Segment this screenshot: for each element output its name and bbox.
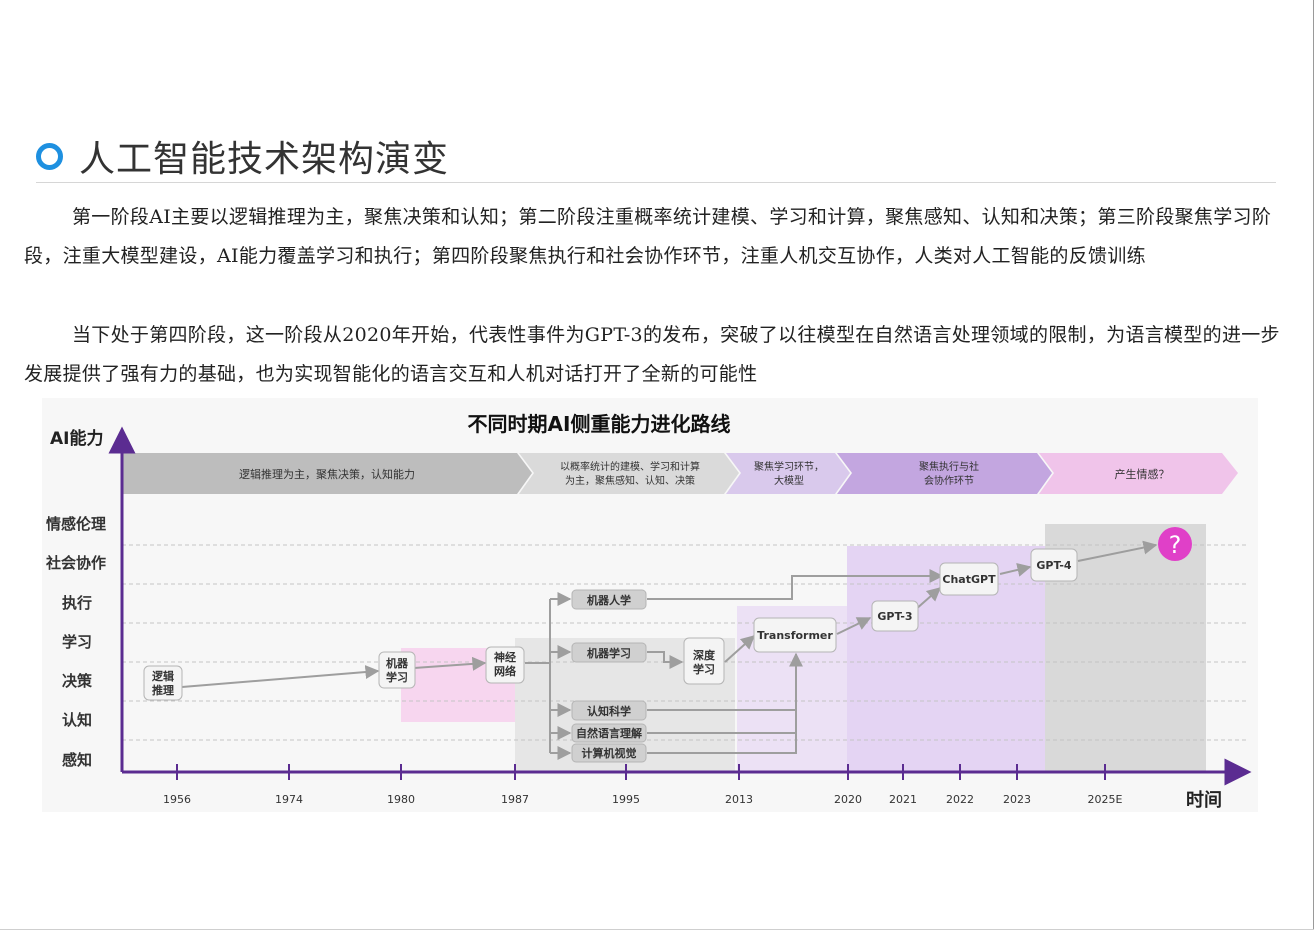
circle-bullet-icon [36, 142, 63, 170]
x-tick-marks [176, 764, 1106, 780]
x-tick-1974: 1974 [275, 793, 303, 806]
y-level-decision: 决策 [62, 672, 93, 690]
y-level-labels: 情感伦理 社会协作 执行 学习 决策 认知 感知 [45, 515, 106, 769]
evolution-arrows [181, 540, 1158, 760]
node-chatgpt: ChatGPT [942, 573, 996, 586]
node-nlp-box [571, 723, 647, 743]
stage-text-4a: 聚焦执行与社 [919, 460, 979, 473]
stage-chevron-1 [122, 453, 532, 494]
x-tick-2023: 2023 [1003, 793, 1031, 806]
node-logic-box [143, 665, 183, 701]
evolution-diagram: 不同时期AI侧重能力进化路线 逻辑推理为主，聚焦决策，认知能力 以概率统计的建模… [42, 398, 1258, 812]
node-ml-line1: 机器 [386, 656, 409, 670]
node-transformer: Transformer [757, 629, 833, 642]
x-tick-2022: 2022 [946, 793, 974, 806]
node-cv-box [571, 743, 647, 763]
node-chatgpt-box [939, 562, 999, 596]
node-nn-line1: 神经 [494, 650, 516, 664]
y-level-emotion-ethics: 情感伦理 [46, 515, 106, 533]
stage-chevron-3 [726, 453, 850, 494]
stage-text-1: 逻辑推理为主，聚焦决策，认知能力 [239, 467, 415, 481]
node-dl-line1: 深度 [693, 648, 716, 662]
paragraph-stages: 第一阶段AI主要以逻辑推理为主，聚焦决策和认知；第二阶段注重概率统计建模、学习和… [24, 206, 1272, 267]
node-gpt4: GPT-4 [1036, 559, 1072, 572]
node-transformer-box [753, 617, 837, 653]
x-tick-2025e: 2025E [1088, 793, 1123, 806]
y-level-cognition: 认知 [62, 711, 92, 729]
stage-text-3b: 大模型 [774, 474, 804, 487]
x-axis-label: 时间 [1186, 790, 1222, 811]
x-tick-labels: 1956 1974 1980 1987 1995 2013 2020 2021 … [163, 793, 1123, 806]
x-tick-1980: 1980 [387, 793, 415, 806]
node-ml2-box [571, 642, 647, 663]
node-logic-line1: 逻辑 [152, 669, 174, 683]
x-tick-1987: 1987 [501, 793, 529, 806]
y-level-learn: 学习 [62, 633, 92, 651]
stage-text-2a: 以概率统计的建模、学习和计算 [560, 460, 700, 473]
stage-chevron-2 [519, 453, 739, 494]
x-tick-2020: 2020 [834, 793, 862, 806]
node-dl-box [683, 637, 725, 685]
node-ml-line2: 学习 [386, 670, 408, 684]
y-level-social-collab: 社会协作 [45, 554, 106, 572]
heading-divider [36, 182, 1276, 183]
stage-text-5: 产生情感？ [1115, 467, 1170, 481]
node-nn-box [485, 646, 525, 684]
y-level-perception: 感知 [62, 751, 92, 769]
node-gpt3: GPT-3 [877, 610, 912, 623]
future-question-mark: ? [1169, 531, 1182, 559]
stage-chevron-5 [1039, 453, 1238, 494]
node-robotics-box [571, 589, 647, 610]
y-axis-label: AI能力 [50, 428, 103, 449]
node-cog-box [571, 700, 647, 721]
x-tick-1995: 1995 [612, 793, 640, 806]
node-cog: 认知科学 [587, 704, 631, 718]
node-ml-box [378, 651, 416, 689]
node-dl-line2: 学习 [693, 662, 715, 676]
diagram-title: 不同时期AI侧重能力进化路线 [468, 412, 731, 436]
node-nlp: 自然语言理解 [576, 726, 642, 740]
paragraph-current-stage: 当下处于第四阶段，这一阶段从2020年开始，代表性事件为GPT-3的发布，突破了… [24, 324, 1280, 385]
stage-chevron-4 [837, 453, 1052, 494]
section-title: 人工智能技术架构演变 [79, 139, 450, 180]
x-tick-2013: 2013 [725, 793, 753, 806]
stage-text-2b: 为主，聚焦感知、认知、决策 [565, 474, 695, 487]
y-level-execute: 执行 [62, 594, 92, 612]
x-tick-2021: 2021 [889, 793, 917, 806]
node-ml2: 机器学习 [587, 646, 631, 660]
node-nn-line2: 网络 [494, 664, 516, 678]
stage-text-3a: 聚焦学习环节， [754, 460, 824, 473]
node-logic-line2: 推理 [152, 683, 174, 697]
node-cv: 计算机视觉 [582, 746, 637, 760]
node-gpt3-box [871, 600, 919, 632]
stage-text-4b: 会协作环节 [924, 474, 974, 487]
section-heading: 人工智能技术架构演变 [36, 130, 449, 182]
future-question-icon [1158, 527, 1192, 561]
evolution-nodes: 逻辑 推理 机器 学习 神经 网络 机器人学 机器学习 深度 学习 认知科学 自… [143, 548, 1078, 763]
node-robotics: 机器人学 [587, 593, 631, 607]
node-gpt4-box [1030, 548, 1078, 582]
x-tick-1956: 1956 [163, 793, 191, 806]
evolution-diagram-svg: 不同时期AI侧重能力进化路线 逻辑推理为主，聚焦决策，认知能力 以概率统计的建模… [45, 412, 1252, 811]
